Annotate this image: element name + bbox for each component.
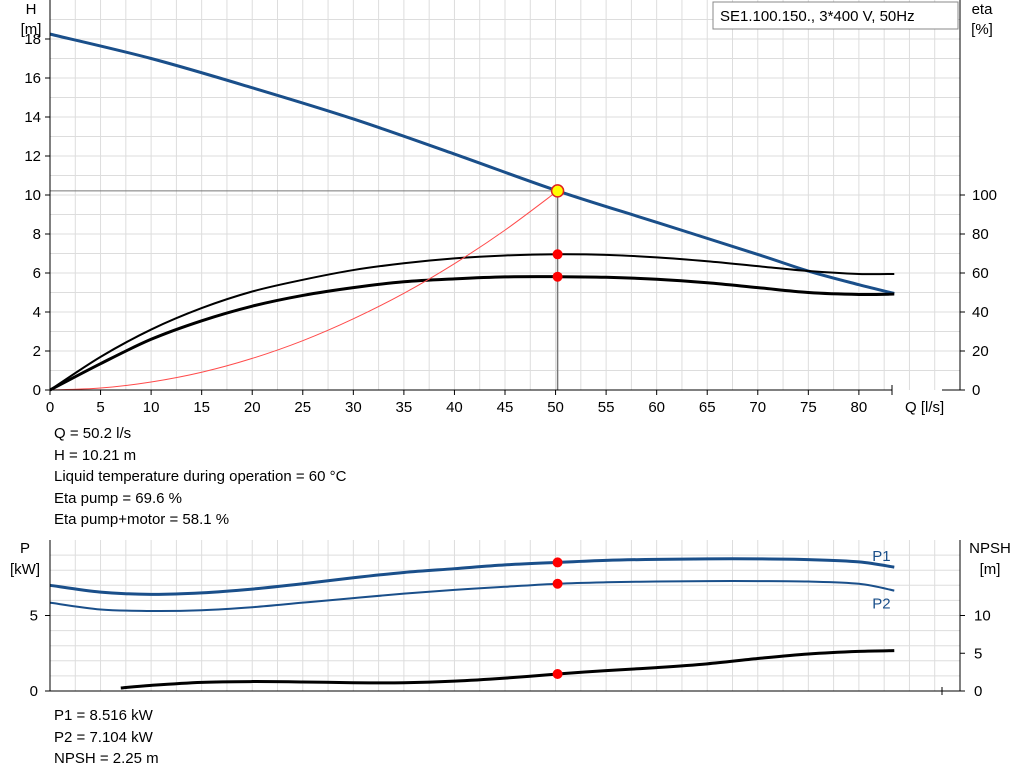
h-tick-label: 0 — [33, 382, 41, 399]
p2-point — [552, 578, 563, 589]
operating-point-readout: Q = 50.2 l/s H = 10.21 m Liquid temperat… — [54, 423, 346, 531]
power-readout: P1 = 8.516 kW P2 = 7.104 kW NPSH = 2.25 … — [54, 705, 159, 770]
h-axis-symbol: H — [26, 1, 37, 18]
readout-liquid-temperature: Liquid temperature during operation = 60… — [54, 468, 347, 485]
model-label: SE1.100.150., 3*400 V, 50Hz — [720, 8, 915, 25]
h-tick-label: 16 — [24, 70, 41, 87]
q-tick-label: 20 — [244, 399, 261, 416]
p-tick-label: 0 — [30, 683, 38, 700]
eta-pump-point — [552, 249, 563, 260]
series-eta-pump — [49, 253, 895, 391]
h-tick-label: 6 — [33, 265, 41, 282]
eta-tick-label: 100 — [972, 187, 997, 204]
readout-p1: P1 = 8.516 kW — [54, 707, 153, 724]
top-labels: 0 2 4 6 8 10 12 14 16 18 0 20 40 60 80 100 0 5 10 15 20 25 30 3… — [21, 1, 997, 416]
q-tick-label: 50 — [547, 399, 564, 416]
readout-eta-pump: Eta pump = 69.6 % — [54, 489, 182, 507]
head-efficiency-chart: 0 2 4 6 8 10 12 14 16 18 0 20 40 60 80 100 0 5 10 15 20 25 30 3… — [21, 0, 997, 416]
h-tick-label: 8 — [33, 226, 41, 243]
readout-flow: Q = 50.2 l/s — [54, 425, 132, 442]
readout-eta-pump-motor: Eta pump+motor = 58.1 % — [54, 511, 230, 528]
h-tick-label: 14 — [24, 109, 41, 126]
bottom-series: P1 P2 — [49, 548, 895, 690]
eta-tick-label: 0 — [972, 382, 980, 399]
q-axis-label: Q [l/s] — [905, 399, 944, 416]
npsh-tick-label: 0 — [974, 683, 982, 700]
readout-p2: P2 = 7.104 kW — [54, 728, 153, 746]
series-label-p1: P1 — [872, 548, 890, 565]
q-tick-label: 75 — [800, 399, 817, 416]
bottom-grid — [50, 540, 961, 691]
q-tick-label: 55 — [598, 399, 615, 416]
npsh-axis-symbol: NPSH — [969, 540, 1011, 557]
p1-point — [552, 557, 563, 568]
eta-pump-motor-point — [552, 271, 563, 282]
eta-tick-label: 60 — [972, 265, 989, 282]
eta-axis-symbol: eta — [972, 1, 994, 18]
top-grid — [50, 0, 961, 390]
eta-axis-unit: [%] — [971, 21, 993, 38]
q-tick-label: 60 — [648, 399, 665, 416]
q-tick-label: 5 — [96, 399, 104, 416]
eta-tick-label: 40 — [972, 304, 989, 321]
q-tick-label: 35 — [396, 399, 413, 416]
q-tick-label: 80 — [851, 399, 868, 416]
p-tick-label: 5 — [30, 608, 38, 625]
q-tick-label: 65 — [699, 399, 716, 416]
q-tick-label: 15 — [193, 399, 210, 416]
q-tick-label: 0 — [46, 399, 54, 416]
npsh-axis-unit: [m] — [980, 561, 1001, 578]
readout-head: H = 10.21 m — [54, 446, 137, 464]
readout-npsh: NPSH = 2.25 m — [54, 750, 159, 767]
p-axis-symbol: P — [20, 540, 30, 557]
h-tick-label: 12 — [24, 148, 41, 165]
h-tick-label: 2 — [33, 343, 41, 360]
series-label-p2: P2 — [872, 596, 890, 613]
model-label-box: SE1.100.150., 3*400 V, 50Hz — [712, 1, 959, 30]
h-tick-label: 4 — [33, 304, 41, 321]
duty-point-marker — [550, 184, 565, 198]
eta-tick-label: 80 — [972, 226, 989, 243]
bottom-labels: 0 5 0 5 10 P [kW] NPSH [m] — [10, 540, 1011, 700]
q-tick-label: 30 — [345, 399, 362, 416]
q-tick-label: 70 — [749, 399, 766, 416]
series-npsh — [120, 649, 895, 690]
p-axis-unit: [kW] — [10, 561, 40, 578]
h-tick-label: 18 — [24, 31, 41, 48]
series-p1 — [49, 557, 895, 596]
series-p2 — [49, 580, 895, 613]
h-axis-unit: [m] — [21, 21, 42, 38]
power-npsh-chart: P1 P2 0 5 0 5 10 P [kW] NPSH [m] — [10, 540, 1011, 700]
q-tick-label: 10 — [143, 399, 160, 416]
series-eta-pump-motor — [49, 275, 895, 392]
q-tick-label: 25 — [294, 399, 311, 416]
top-series — [49, 32, 895, 392]
h-tick-label: 10 — [24, 187, 41, 204]
eta-tick-label: 20 — [972, 343, 989, 360]
q-tick-label: 45 — [497, 399, 514, 416]
series-system — [49, 190, 558, 391]
bottom-axes — [45, 540, 965, 695]
npsh-tick-label: 10 — [974, 608, 991, 625]
top-axes — [45, 0, 965, 395]
q-tick-label: 40 — [446, 399, 463, 416]
npsh-point — [552, 669, 563, 680]
npsh-tick-label: 5 — [974, 645, 982, 662]
